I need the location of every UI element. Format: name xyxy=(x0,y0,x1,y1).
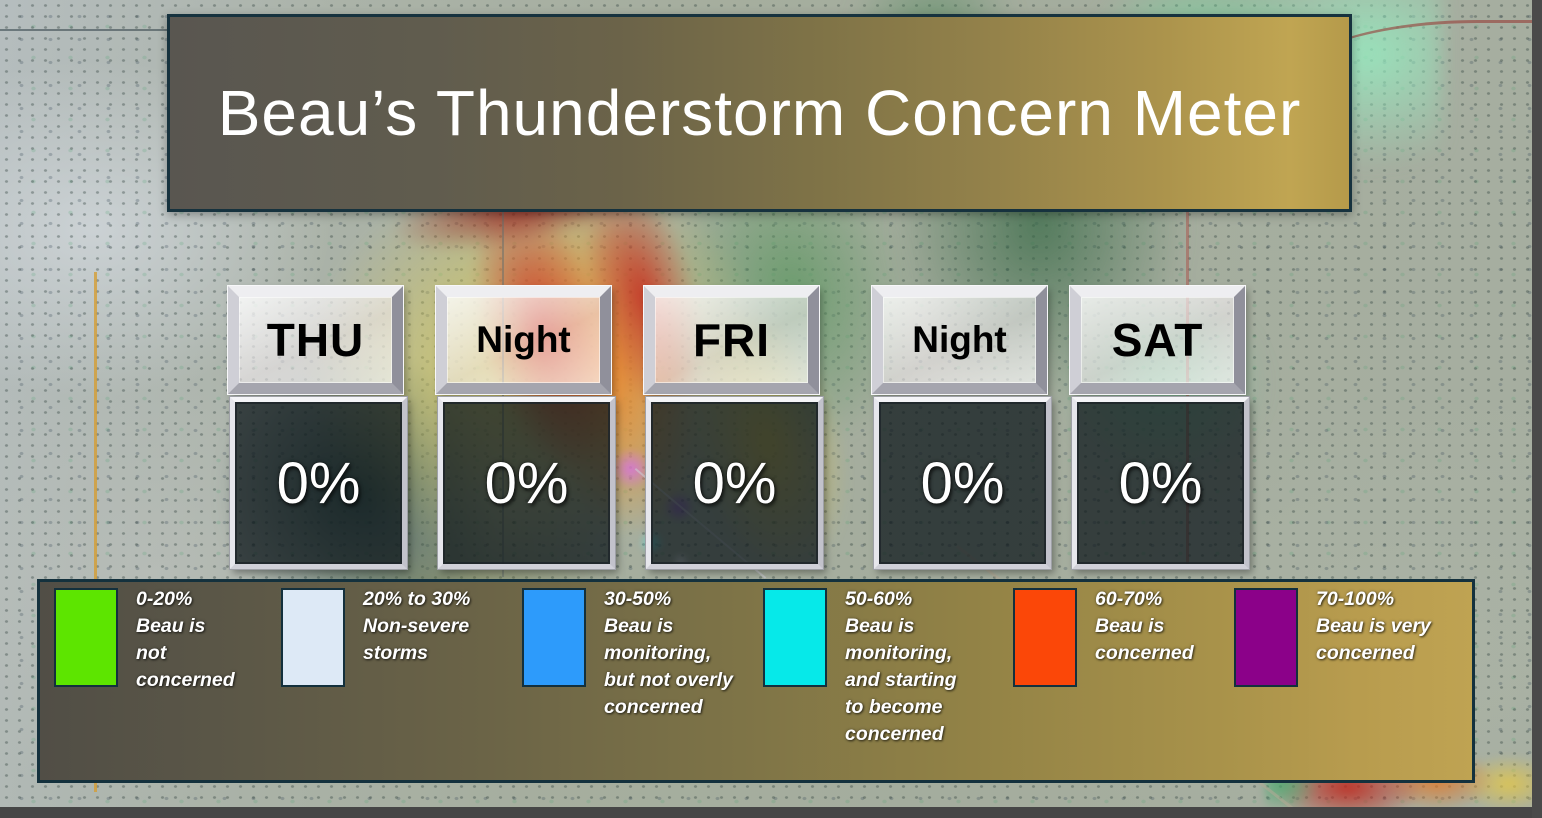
period-value-sat: 0% xyxy=(1072,397,1249,569)
concern-percentage: 0% xyxy=(484,450,569,516)
concern-percentage: 0% xyxy=(920,450,1005,516)
period-header-fri-night: Night xyxy=(872,286,1047,394)
legend-line: Beau is very xyxy=(1316,615,1431,637)
period-header-thu-night: Night xyxy=(436,286,611,394)
legend-line: Beau is xyxy=(845,615,915,637)
legend-line: concerned xyxy=(604,696,703,718)
right-frame-strip xyxy=(1532,0,1542,818)
legend-line: concerned xyxy=(845,723,944,745)
legend-line: and starting xyxy=(845,669,957,691)
legend-description: 60-70% Beau is concerned xyxy=(1095,586,1285,667)
legend-range: 30-50% xyxy=(604,588,672,610)
legend-line: monitoring, xyxy=(604,642,712,664)
legend-line: monitoring, xyxy=(845,642,953,664)
legend-swatch-orange xyxy=(1013,588,1077,687)
period-label: SAT xyxy=(1111,314,1204,366)
legend-description: 20% to 30% Non-severe storms xyxy=(363,586,553,667)
legend-description: 30-50% Beau is monitoring, but not overl… xyxy=(604,586,794,721)
legend-range: 0-20% xyxy=(136,588,193,610)
legend-swatch-cyan xyxy=(763,588,827,687)
legend-range: 60-70% xyxy=(1095,588,1163,610)
period-header-thu: THU xyxy=(228,286,403,394)
legend-line: storms xyxy=(363,642,429,664)
concern-percentage: 0% xyxy=(1118,450,1203,516)
legend-line: Beau is xyxy=(1095,615,1165,637)
legend-range: 70-100% xyxy=(1316,588,1395,610)
legend-line: concerned xyxy=(136,669,235,691)
period-header-fri: FRI xyxy=(644,286,819,394)
legend-line: not xyxy=(136,642,167,664)
legend-range: 50-60% xyxy=(845,588,913,610)
legend-line: concerned xyxy=(1316,642,1415,664)
concern-percentage: 0% xyxy=(276,450,361,516)
legend-line: Beau is xyxy=(136,615,206,637)
bottom-frame-strip xyxy=(0,807,1542,818)
legend-line: but not overly xyxy=(604,669,733,691)
concern-legend: 0-20% Beau is not concerned 20% to 30% N… xyxy=(37,579,1475,783)
period-value-fri-night: 0% xyxy=(874,397,1051,569)
legend-line: Non-severe xyxy=(363,615,470,637)
period-value-fri: 0% xyxy=(646,397,823,569)
period-value-thu: 0% xyxy=(230,397,407,569)
map-road-line xyxy=(94,272,97,792)
period-header-sat: SAT xyxy=(1070,286,1245,394)
legend-swatch-white xyxy=(281,588,345,687)
legend-line: concerned xyxy=(1095,642,1194,664)
legend-description: 0-20% Beau is not concerned xyxy=(136,586,326,694)
title-banner: Beau’s Thunderstorm Concern Meter xyxy=(167,14,1352,212)
legend-swatch-purple xyxy=(1234,588,1298,687)
period-label: Night xyxy=(476,319,571,360)
period-value-thu-night: 0% xyxy=(438,397,615,569)
concern-percentage: 0% xyxy=(692,450,777,516)
legend-description: 50-60% Beau is monitoring, and starting … xyxy=(845,586,1035,748)
legend-swatch-blue xyxy=(522,588,586,687)
legend-range: 20% to 30% xyxy=(363,588,471,610)
legend-line: to become xyxy=(845,696,943,718)
legend-swatch-green xyxy=(54,588,118,687)
period-label: Night xyxy=(912,319,1007,360)
legend-description: 70-100% Beau is very concerned xyxy=(1316,586,1506,667)
legend-line: Beau is xyxy=(604,615,674,637)
period-label: THU xyxy=(266,314,365,366)
page-title: Beau’s Thunderstorm Concern Meter xyxy=(217,77,1302,149)
period-label: FRI xyxy=(692,314,771,366)
